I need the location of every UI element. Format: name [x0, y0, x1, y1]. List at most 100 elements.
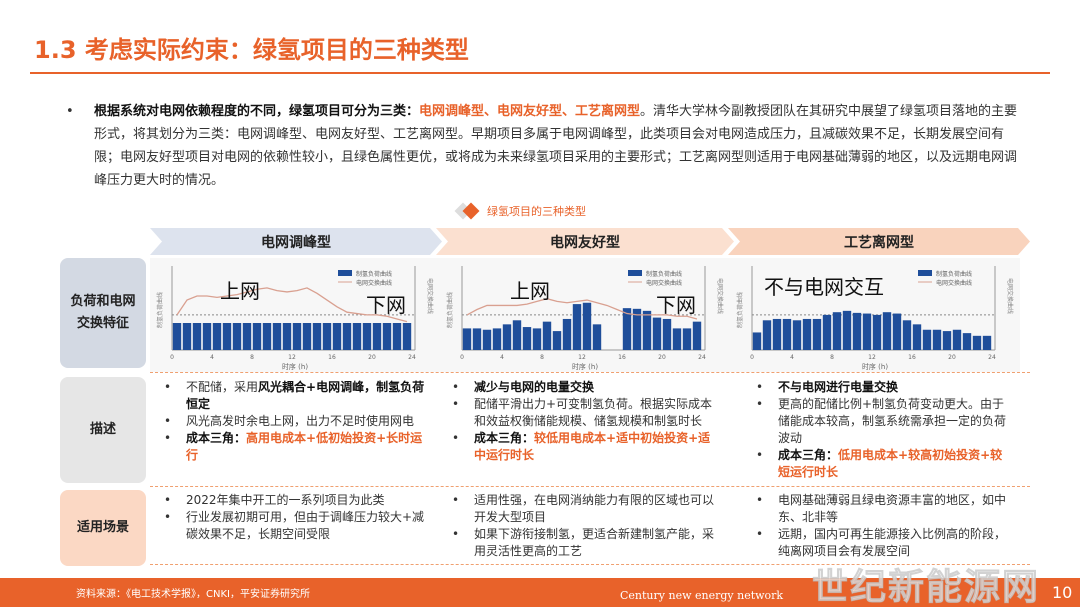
- desc-text: 配储平滑出力+可变制氢负荷。根据实际成本和效益权衡储能规模、储氢规模和制氢时长: [474, 397, 713, 428]
- bar: [532, 328, 542, 350]
- desc-text: 不配储，采用: [186, 380, 259, 394]
- bar: [952, 329, 962, 350]
- legend-label: 电网交换曲线: [356, 279, 392, 287]
- bar: [922, 329, 932, 350]
- x-tick-label: 4: [500, 354, 504, 361]
- x-tick-label: 4: [790, 354, 794, 361]
- desc-item: 成本三角：较低用电成本+适中初始投资+适中运行时长: [448, 430, 718, 464]
- x-axis-label: 时序 (h): [862, 362, 888, 371]
- bar: [292, 323, 302, 350]
- scene-item: 远期，国内可再生能源接入比例高的阶段，纯离网项目会有发展空间: [752, 526, 1012, 560]
- bar: [302, 323, 312, 350]
- bar: [222, 323, 232, 350]
- bar: [362, 323, 372, 350]
- bar: [972, 335, 982, 350]
- desc-item: 更高的配储比例+制氢负荷变动更大。由于储能成本较高，制氢系统需承担一定的负荷波动: [752, 396, 1012, 447]
- x-tick-label: 0: [460, 354, 464, 361]
- desc-item: 不与电网进行电量交换: [752, 379, 1012, 396]
- bar: [852, 312, 862, 350]
- watermark-en: Century new energy network: [620, 589, 784, 602]
- column-header-peak: 电网调峰型: [150, 228, 442, 255]
- legend-bar-swatch: [918, 270, 932, 276]
- bar: [682, 328, 692, 350]
- x-tick-label: 24: [988, 354, 996, 361]
- bar: [882, 312, 892, 350]
- column-header-friendly: 电网友好型: [436, 228, 734, 255]
- bar: [902, 320, 912, 350]
- bullet: •: [66, 104, 74, 119]
- overlay-label-import: 下网: [366, 293, 406, 317]
- column-header-offgrid: 工艺离网型: [728, 228, 1030, 255]
- x-tick-label: 20: [948, 354, 956, 361]
- bar: [802, 318, 812, 350]
- desc-bold: 成本三角：: [474, 431, 535, 445]
- scene-item: 适用性强，在电网消纳能力有限的区域也可以开发大型项目: [448, 492, 718, 526]
- x-tick-label: 24: [408, 354, 416, 361]
- desc-highlight: 高用电成本+低初始投资+长时运行: [186, 431, 423, 462]
- desc-bold: 减少与电网的电量交换: [474, 380, 595, 394]
- legend-bar-swatch: [628, 270, 642, 276]
- bar: [822, 314, 832, 350]
- legend-label: 制氢负荷曲线: [936, 270, 972, 278]
- scene-friendly: 适用性强，在电网消纳能力有限的区域也可以开发大型项目如果下游衔接制氢，更适合新建…: [448, 492, 718, 560]
- scene-peak: 2022年集中开工的一系列项目为此类行业发展初期可用，但由于调峰压力较大+减碳效…: [160, 492, 430, 543]
- legend-label: 电网交换曲线: [646, 279, 682, 287]
- bar: [202, 323, 212, 350]
- desc-item: 配储平滑出力+可变制氢负荷。根据实际成本和效益权衡储能规模、储氢规模和制氢时长: [448, 396, 718, 430]
- bar: [672, 328, 682, 350]
- bar: [542, 321, 552, 350]
- bar: [482, 329, 492, 350]
- bar: [592, 324, 602, 350]
- bar: [982, 335, 992, 350]
- slide-title: 1.3 考虑实际约束：绿氢项目的三种类型: [34, 36, 469, 64]
- row-divider: [150, 372, 1030, 373]
- intro-paragraph: • 根据系统对电网依赖程度的不同，绿氢项目可分为三类：电网调峰型、电网友好型、工…: [66, 100, 1020, 192]
- overlay-label: 不与电网交互: [764, 275, 884, 299]
- footer-bar: [0, 578, 1080, 607]
- x-tick-label: 20: [368, 354, 376, 361]
- bar: [832, 312, 842, 350]
- exchange-line: [176, 287, 408, 323]
- source-note: 资料来源：《电工技术学报》，CNKI，平安证券研究所: [76, 589, 310, 600]
- x-tick-label: 20: [658, 354, 666, 361]
- bar: [782, 318, 792, 350]
- bar: [642, 310, 652, 350]
- scene-item: 如果下游衔接制氢，更适合新建制氢产能，采用灵活性更高的工艺: [448, 526, 718, 560]
- row-label-scenario: 适用场景: [60, 490, 146, 566]
- y-axis-label-right: 电网交换曲线: [716, 278, 724, 314]
- bar: [252, 323, 262, 350]
- bar: [572, 304, 582, 350]
- bar: [942, 331, 952, 350]
- x-tick-label: 16: [908, 354, 916, 361]
- chart-background: [150, 258, 440, 372]
- y-axis-label-right: 电网交换曲线: [426, 278, 434, 314]
- desc-bold: 风光耦合+电网调峰，制氢负荷恒定: [186, 380, 425, 411]
- bar: [872, 314, 882, 350]
- desc-text: 风光高发时余电上网，出力不足时使用网电: [186, 414, 415, 428]
- bar: [332, 323, 342, 350]
- bar: [662, 318, 672, 350]
- scene-item: 行业发展初期可用，但由于调峰压力较大+减碳效果不足，长期空间受限: [160, 509, 430, 543]
- bar: [462, 328, 472, 350]
- bar: [382, 323, 392, 350]
- desc-item: 成本三角：低用电成本+较高初始投资+较短运行时长: [752, 447, 1012, 481]
- bar: [392, 323, 402, 350]
- bar: [772, 318, 782, 350]
- x-tick-label: 16: [618, 354, 626, 361]
- bar: [492, 328, 502, 350]
- legend-bar-swatch: [338, 270, 352, 276]
- bar: [352, 323, 362, 350]
- bar: [272, 323, 282, 350]
- bar: [862, 313, 872, 350]
- row-divider: [150, 486, 1030, 487]
- bar: [522, 327, 532, 350]
- title-rule: [30, 72, 1050, 74]
- bar: [242, 323, 252, 350]
- bar: [912, 324, 922, 350]
- bar: [322, 323, 332, 350]
- desc-item: 不配储，采用风光耦合+电网调峰，制氢负荷恒定: [160, 379, 430, 413]
- bar: [512, 320, 522, 350]
- scene-item: 2022年集中开工的一系列项目为此类: [160, 492, 430, 509]
- scene-item: 电网基础薄弱且绿电资源丰富的地区，如中东、北非等: [752, 492, 1012, 526]
- watermark: 世纪新能源网: [811, 567, 1041, 608]
